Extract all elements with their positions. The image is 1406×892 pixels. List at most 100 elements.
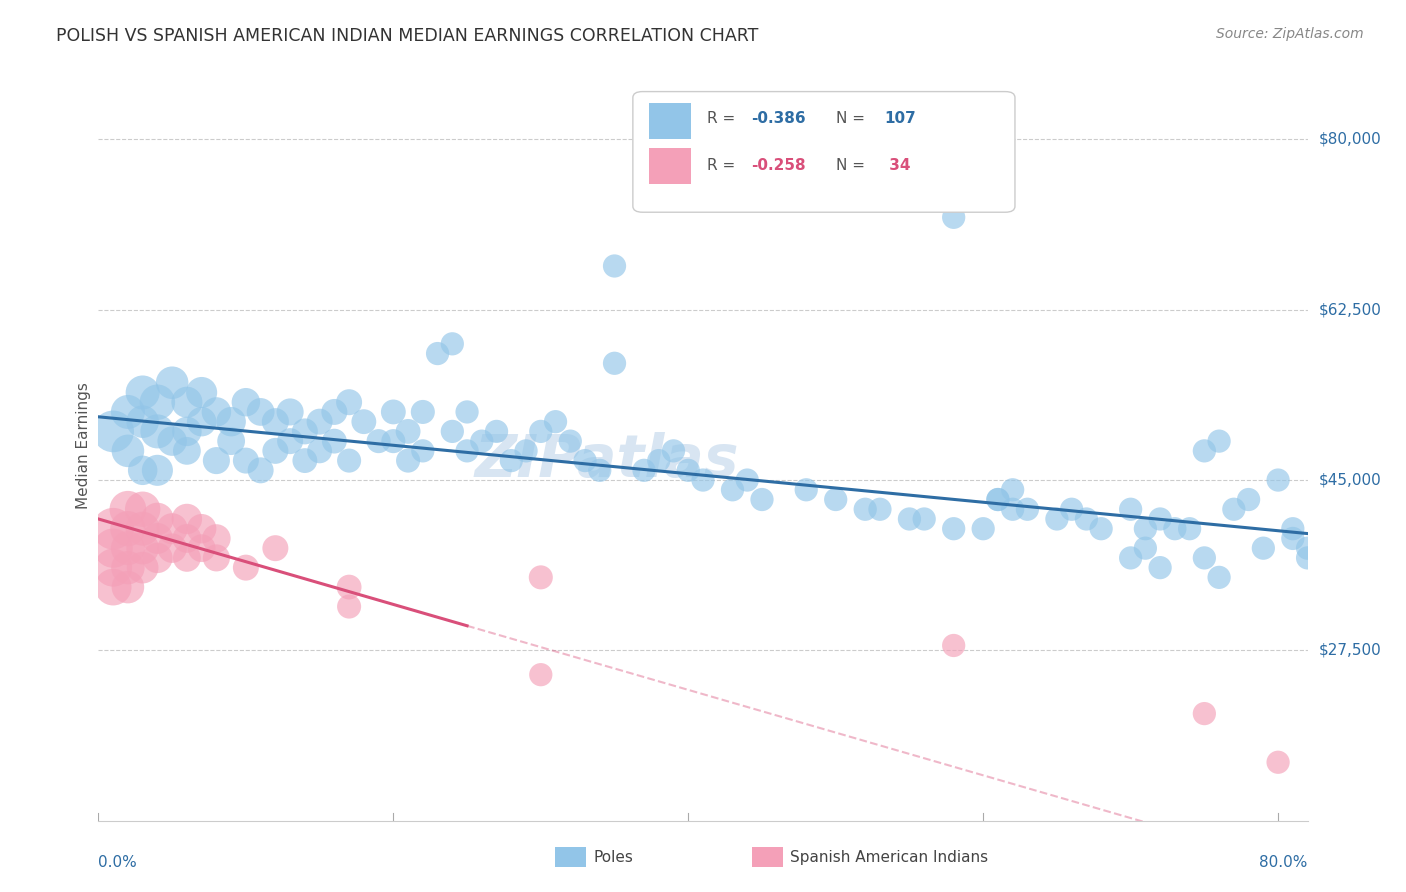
- Bar: [648, 148, 690, 184]
- Point: [853, 502, 876, 516]
- Point: [131, 385, 153, 400]
- Point: [1164, 522, 1187, 536]
- Point: [1194, 550, 1216, 565]
- Point: [1076, 512, 1098, 526]
- Text: R =: R =: [707, 158, 740, 172]
- Point: [692, 473, 714, 487]
- Point: [117, 560, 139, 574]
- Point: [515, 443, 537, 458]
- Point: [942, 522, 965, 536]
- Point: [1046, 512, 1069, 526]
- Point: [898, 512, 921, 526]
- Point: [205, 550, 228, 565]
- Point: [530, 667, 553, 681]
- Y-axis label: Median Earnings: Median Earnings: [76, 383, 91, 509]
- Point: [176, 395, 198, 409]
- Point: [308, 415, 330, 429]
- Point: [264, 443, 287, 458]
- Point: [190, 522, 212, 536]
- Point: [205, 405, 228, 419]
- Point: [648, 453, 671, 467]
- Point: [603, 356, 626, 370]
- Point: [264, 541, 287, 556]
- Point: [131, 415, 153, 429]
- Point: [942, 211, 965, 225]
- Point: [337, 599, 360, 614]
- Point: [456, 443, 478, 458]
- Point: [426, 346, 449, 360]
- Text: $27,500: $27,500: [1319, 643, 1382, 657]
- Point: [942, 639, 965, 653]
- Point: [1296, 541, 1319, 556]
- Point: [1149, 512, 1171, 526]
- Text: 80.0%: 80.0%: [1260, 855, 1308, 870]
- Point: [176, 443, 198, 458]
- Point: [337, 395, 360, 409]
- Point: [131, 463, 153, 477]
- Point: [1237, 492, 1260, 507]
- Point: [1001, 483, 1024, 497]
- Text: Spanish American Indians: Spanish American Indians: [790, 850, 988, 864]
- Point: [146, 425, 169, 439]
- Point: [146, 395, 169, 409]
- Text: -0.258: -0.258: [751, 158, 806, 172]
- Point: [1253, 541, 1275, 556]
- Text: 34: 34: [884, 158, 911, 172]
- Point: [912, 512, 935, 526]
- Text: -0.386: -0.386: [751, 112, 806, 126]
- Point: [1267, 473, 1289, 487]
- Point: [1267, 756, 1289, 770]
- Point: [471, 434, 494, 449]
- Point: [117, 502, 139, 516]
- Text: 0.0%: 0.0%: [98, 855, 138, 870]
- Point: [382, 405, 405, 419]
- Point: [176, 425, 198, 439]
- Point: [101, 541, 124, 556]
- Point: [544, 415, 567, 429]
- Point: [117, 443, 139, 458]
- Point: [337, 580, 360, 594]
- Text: N =: N =: [837, 112, 870, 126]
- Point: [117, 522, 139, 536]
- Point: [278, 434, 301, 449]
- Text: 107: 107: [884, 112, 917, 126]
- Text: Poles: Poles: [593, 850, 633, 864]
- Point: [190, 385, 212, 400]
- Point: [1223, 502, 1246, 516]
- Text: POLISH VS SPANISH AMERICAN INDIAN MEDIAN EARNINGS CORRELATION CHART: POLISH VS SPANISH AMERICAN INDIAN MEDIAN…: [56, 27, 759, 45]
- Point: [235, 395, 257, 409]
- FancyBboxPatch shape: [633, 92, 1015, 212]
- Point: [190, 415, 212, 429]
- Point: [456, 405, 478, 419]
- Point: [146, 463, 169, 477]
- Point: [160, 376, 183, 390]
- Point: [1017, 502, 1039, 516]
- Point: [101, 580, 124, 594]
- Point: [219, 434, 242, 449]
- Point: [235, 560, 257, 574]
- Point: [146, 512, 169, 526]
- Point: [987, 492, 1010, 507]
- Point: [323, 434, 346, 449]
- Point: [441, 425, 464, 439]
- Point: [160, 522, 183, 536]
- Point: [1282, 522, 1305, 536]
- Point: [264, 415, 287, 429]
- Point: [176, 532, 198, 546]
- Point: [146, 550, 169, 565]
- Point: [294, 453, 316, 467]
- Point: [794, 483, 817, 497]
- Point: [396, 453, 419, 467]
- Point: [987, 492, 1010, 507]
- Point: [1119, 550, 1142, 565]
- Point: [131, 560, 153, 574]
- Point: [396, 425, 419, 439]
- Text: $62,500: $62,500: [1319, 302, 1382, 318]
- Point: [1194, 443, 1216, 458]
- Point: [1001, 502, 1024, 516]
- Point: [662, 443, 685, 458]
- Text: $45,000: $45,000: [1319, 473, 1382, 488]
- Point: [131, 502, 153, 516]
- Point: [530, 570, 553, 584]
- Point: [235, 453, 257, 467]
